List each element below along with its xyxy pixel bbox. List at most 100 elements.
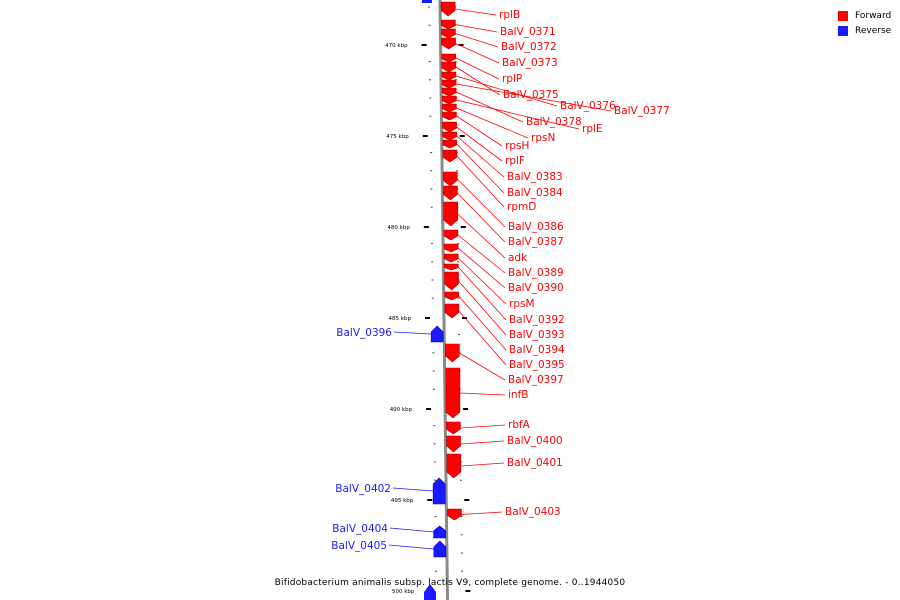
forward-gene-arrow <box>441 79 457 89</box>
major-tick-label: 500 kbp <box>392 589 415 595</box>
genome-backbone <box>438 0 449 600</box>
forward-gene-leader <box>458 310 507 366</box>
forward-gene-label: BalV_0386 <box>508 221 564 233</box>
reverse-gene-fragment <box>422 0 432 3</box>
forward-gene-label: BalV_0400 <box>507 435 563 447</box>
major-tick-label: 480 kbp <box>387 225 410 231</box>
forward-gene-leader <box>458 280 507 336</box>
forward-gene-leader <box>459 352 506 381</box>
reverse-gene-leader <box>388 544 434 550</box>
forward-gene-arrow <box>442 171 458 187</box>
forward-gene-leader <box>458 295 507 351</box>
legend-forward: Forward <box>838 8 891 23</box>
forward-gene-label: BalV_0371 <box>500 26 556 38</box>
forward-gene-label: rpsH <box>505 140 529 152</box>
forward-gene-leader <box>455 24 498 33</box>
forward-gene-arrow <box>441 71 457 81</box>
forward-gene-arrow <box>444 303 460 319</box>
forward-gene-leader <box>455 43 500 64</box>
major-tick-label: 485 kbp <box>389 316 412 322</box>
forward-gene-leader <box>456 155 505 208</box>
forward-gene-arrow <box>442 139 458 149</box>
forward-gene-leader <box>456 107 529 139</box>
forward-gene-leader <box>456 178 506 228</box>
forward-gene-leader <box>456 135 505 178</box>
forward-gene-leader <box>455 75 558 107</box>
forward-gene-leader <box>457 192 506 243</box>
forward-gene-label: BalV_0394 <box>509 344 565 356</box>
forward-gene-leader <box>457 257 507 305</box>
reverse-swatch <box>838 25 848 36</box>
forward-gene-label: BalV_0393 <box>509 329 565 341</box>
legend-reverse-label: Reverse <box>855 25 892 36</box>
forward-gene-label: BalV_0375 <box>503 89 559 101</box>
reverse-gene-label: BalV_0402 <box>335 483 391 495</box>
genome-caption: Bifidobacterium animalis subsp. lactis V… <box>274 578 626 588</box>
legend-reverse: Reverse <box>838 23 891 38</box>
forward-gene-label: BalV_0378 <box>526 116 582 128</box>
forward-gene-arrow <box>442 121 457 133</box>
reverse-gene-arrow <box>433 540 447 558</box>
forward-gene-arrow <box>442 149 458 163</box>
forward-gene-arrow <box>441 53 457 63</box>
reverse-gene-arrow <box>433 525 446 539</box>
reverse-gene-fragment <box>424 584 436 600</box>
forward-gene-leader <box>460 462 505 467</box>
forward-gene-label: BalV_0384 <box>507 187 563 199</box>
forward-gene-label: rplE <box>582 123 603 135</box>
forward-gene-leader <box>456 143 505 194</box>
forward-gene-label: BalV_0376 <box>560 100 616 112</box>
forward-gene-label: BalV_0389 <box>508 267 564 279</box>
forward-gene-label: BalV_0377 <box>614 105 670 117</box>
forward-gene-leader <box>455 33 499 48</box>
reverse-gene-leader <box>389 527 434 533</box>
forward-gene-arrow <box>441 28 456 39</box>
forward-gene-arrow <box>441 19 456 30</box>
forward-gene-leader <box>455 83 612 112</box>
forward-gene-leader <box>456 99 580 130</box>
forward-gene-label: adk <box>508 252 528 264</box>
forward-gene-arrow <box>442 131 458 141</box>
forward-gene-arrow <box>443 229 459 241</box>
forward-gene-label: BalV_0392 <box>509 314 565 326</box>
forward-gene-label: BalV_0395 <box>509 359 565 371</box>
forward-gene-leader <box>456 126 503 162</box>
reverse-gene-leader <box>392 487 434 492</box>
forward-gene-arrow <box>441 61 457 73</box>
forward-gene-leader <box>456 115 503 147</box>
forward-gene-label: BalV_0401 <box>507 457 563 469</box>
forward-gene-arrow <box>441 95 457 105</box>
forward-gene-label: rplB <box>499 9 520 21</box>
forward-gene-leader <box>455 57 500 80</box>
reverse-gene-label: BalV_0405 <box>331 540 387 552</box>
forward-gene-arrow <box>441 37 456 50</box>
forward-gene-leader <box>455 91 524 123</box>
forward-gene-leader <box>460 424 506 429</box>
forward-gene-arrow <box>445 343 460 363</box>
forward-gene-arrow <box>442 103 457 113</box>
legend: Forward Reverse <box>838 8 891 38</box>
forward-gene-label: rpsM <box>509 298 535 310</box>
forward-gene-arrow <box>442 111 457 121</box>
forward-gene-label: rpmD <box>507 201 536 213</box>
forward-gene-arrow <box>443 201 458 227</box>
forward-gene-label: rplF <box>505 155 525 167</box>
forward-gene-leader <box>461 511 503 515</box>
forward-gene-arrow <box>441 87 457 97</box>
forward-gene-leader <box>455 8 497 16</box>
forward-gene-leader <box>457 247 506 289</box>
reverse-gene-arrow <box>432 477 446 505</box>
reverse-gene-leader <box>393 331 432 335</box>
forward-gene-arrow <box>444 271 459 291</box>
forward-gene-leader <box>458 266 507 321</box>
major-tick-label: 495 kbp <box>391 498 414 504</box>
reverse-gene-label: BalV_0404 <box>332 523 388 535</box>
forward-gene-arrow <box>440 1 456 17</box>
legend-forward-label: Forward <box>855 10 892 21</box>
forward-gene-arrow <box>443 185 458 201</box>
forward-gene-arrow <box>445 367 461 419</box>
forward-gene-arrow <box>443 253 459 263</box>
forward-gene-label: BalV_0397 <box>508 374 564 386</box>
forward-gene-label: BalV_0372 <box>501 41 557 53</box>
major-tick-label: 475 kbp <box>386 134 409 140</box>
